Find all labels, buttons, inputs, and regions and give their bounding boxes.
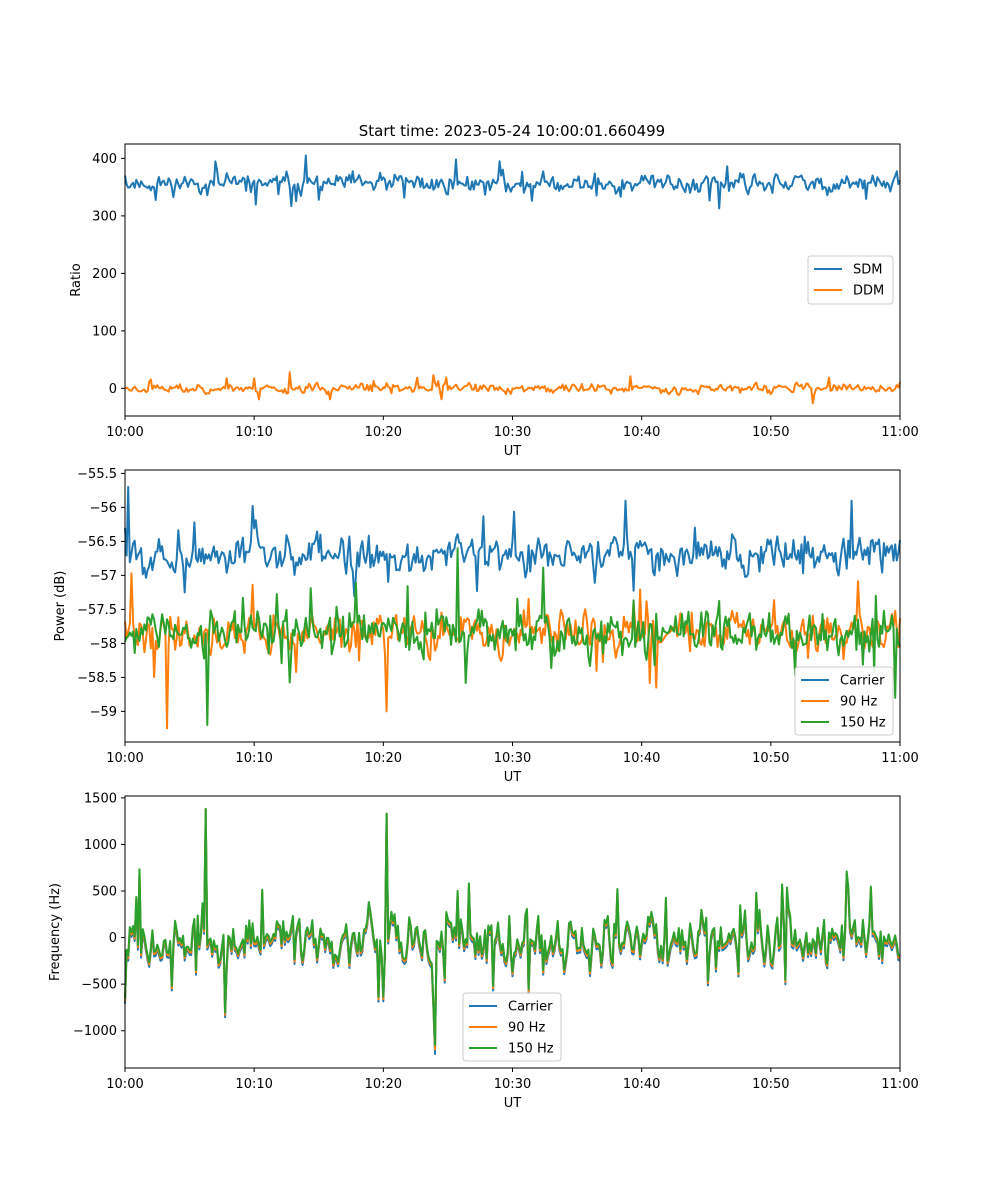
panel-1: 10:00 10:10 10:20 10:30 10:40 10:50 11:00 0 100 2… bbox=[69, 143, 919, 459]
x-tick-label: 10:20 bbox=[365, 425, 402, 440]
x-axis-label: UT bbox=[504, 770, 522, 785]
panel-2: 10:00 10:10 10:20 10:30 10:40 10:50 11:00 −55.5… bbox=[53, 467, 919, 785]
x-tick-label: 10:50 bbox=[752, 1077, 789, 1092]
figure-title: Start time: 2023-05-24 10:00:01.660499 bbox=[359, 122, 665, 140]
x-axis-label: UT bbox=[504, 444, 522, 459]
panel-3: 10:00 10:10 10:20 10:30 10:40 10:50 11:00 1500 1… bbox=[48, 791, 919, 1111]
y-tick-label: −55.5 bbox=[77, 467, 117, 482]
legend: Carrier 90 Hz 150 Hz bbox=[794, 666, 894, 736]
series-line-carrier bbox=[124, 486, 901, 598]
y-tick-label: 200 bbox=[92, 267, 117, 282]
plot-area bbox=[125, 470, 900, 742]
y-tick-label: 0 bbox=[109, 931, 117, 946]
legend-entry: 150 Hz bbox=[508, 1042, 554, 1057]
x-tick-label: 10:10 bbox=[235, 1077, 272, 1092]
y-tick-label: 500 bbox=[92, 885, 117, 900]
y-axis-label: Frequency (Hz) bbox=[48, 883, 63, 981]
legend-entry: DDM bbox=[853, 284, 884, 299]
series-line-150-hz bbox=[124, 808, 901, 1046]
series-line-ddm bbox=[124, 371, 901, 405]
y-tick-label: −56 bbox=[90, 501, 117, 516]
y-axis-label: Ratio bbox=[69, 263, 84, 296]
legend-entry: SDM bbox=[853, 263, 882, 278]
x-tick-label: 10:50 bbox=[752, 425, 789, 440]
x-tick-label: 10:00 bbox=[106, 1077, 143, 1092]
y-tick-label: −59 bbox=[90, 705, 117, 720]
y-tick-label: −57.5 bbox=[77, 603, 117, 618]
legend: Carrier 90 Hz 150 Hz bbox=[462, 992, 562, 1062]
y-tick-label: −58 bbox=[90, 637, 117, 652]
series-line-90-hz bbox=[124, 808, 901, 1051]
legend-box bbox=[794, 666, 894, 736]
y-tick-label: 400 bbox=[92, 152, 117, 167]
y-tick-label: 300 bbox=[92, 209, 117, 224]
x-tick-label: 10:20 bbox=[365, 1077, 402, 1092]
x-tick-label: 11:00 bbox=[881, 1077, 918, 1092]
y-tick-label: −58.5 bbox=[77, 671, 117, 686]
x-tick-label: 10:10 bbox=[235, 425, 272, 440]
x-tick-label: 11:00 bbox=[881, 751, 918, 766]
y-tick-label: 1500 bbox=[84, 791, 117, 806]
x-tick-label: 10:00 bbox=[106, 425, 143, 440]
y-tick-label: −56.5 bbox=[77, 535, 117, 550]
x-tick-label: 10:30 bbox=[494, 1077, 531, 1092]
x-tick-label: 10:30 bbox=[494, 425, 531, 440]
legend-entry: 150 Hz bbox=[840, 716, 886, 731]
x-tick-label: 10:40 bbox=[623, 425, 660, 440]
x-tick-label: 10:50 bbox=[752, 751, 789, 766]
x-tick-label: 10:40 bbox=[623, 751, 660, 766]
x-tick-label: 10:10 bbox=[235, 751, 272, 766]
legend-entry: Carrier bbox=[508, 1000, 553, 1015]
y-tick-label: 0 bbox=[109, 382, 117, 397]
legend-entry: Carrier bbox=[840, 674, 885, 689]
x-tick-label: 10:40 bbox=[623, 1077, 660, 1092]
x-tick-label: 11:00 bbox=[881, 425, 918, 440]
legend-entry: 90 Hz bbox=[508, 1021, 545, 1036]
x-tick-label: 10:00 bbox=[106, 751, 143, 766]
y-axis-label: Power (dB) bbox=[53, 571, 68, 642]
y-tick-label: −57 bbox=[90, 569, 117, 584]
y-tick-label: 100 bbox=[92, 324, 117, 339]
legend-box bbox=[462, 992, 562, 1062]
y-tick-label: −500 bbox=[81, 978, 117, 993]
series-line-carrier bbox=[124, 808, 901, 1055]
legend: SDM DDM bbox=[807, 255, 894, 305]
y-tick-label: −1000 bbox=[73, 1024, 117, 1039]
panels: 10:00 10:10 10:20 10:30 10:40 10:50 11:00 0 100 2… bbox=[48, 143, 919, 1111]
series-line-sdm bbox=[124, 154, 901, 210]
x-tick-label: 10:20 bbox=[365, 751, 402, 766]
y-tick-label: 1000 bbox=[84, 838, 117, 853]
x-tick-label: 10:30 bbox=[494, 751, 531, 766]
x-axis-label: UT bbox=[504, 1096, 522, 1111]
series-line-150-hz bbox=[124, 547, 901, 726]
legend-entry: 90 Hz bbox=[840, 695, 877, 710]
